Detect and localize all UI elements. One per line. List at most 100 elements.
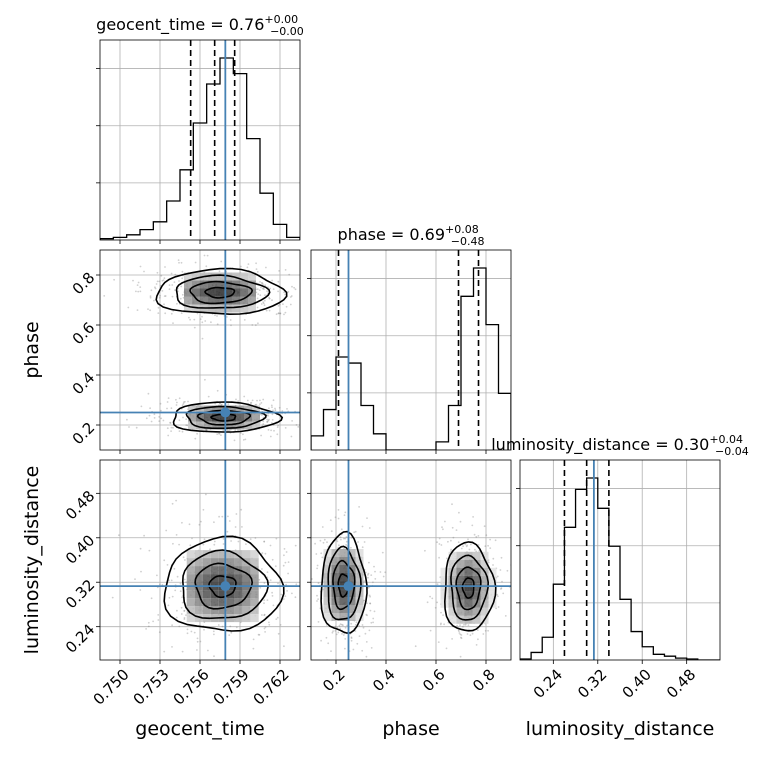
sample-point [263,540,266,543]
sample-point [164,312,167,315]
sample-point [159,583,161,586]
density-cell [226,598,235,607]
sample-point [321,526,324,528]
sample-point [334,516,337,519]
sample-point [384,571,387,574]
density-cell [347,549,356,557]
sample-point [270,404,273,407]
sample-point [338,544,340,547]
sample-point [136,284,139,286]
density-cell [480,575,489,584]
sample-point [203,628,205,631]
sample-point [186,632,189,635]
sample-point [330,530,333,533]
density-cell [355,549,364,557]
sample-point [363,580,366,582]
density-cell [252,421,260,430]
sample-point [370,647,373,649]
sample-point [278,406,281,409]
sample-point [147,392,150,395]
sample-point [471,632,474,635]
sample-point [162,419,165,422]
sample-point [341,633,343,635]
panel-frame-luminosity_distance [519,459,721,661]
sample-point [303,303,305,305]
sample-point [328,424,330,426]
sample-point [355,621,358,624]
sample-point [328,264,330,266]
sample-point [271,406,273,409]
sample-point [216,389,219,392]
sample-point [274,407,276,410]
sample-point [344,511,347,514]
density-cell [480,583,489,592]
sample-point [335,633,338,636]
sample-point [260,434,262,437]
density-cell [210,558,219,567]
sample-point [178,397,181,400]
density-cell [228,413,236,422]
density-cell [331,605,340,613]
density-cell [184,288,192,297]
sample-point [309,286,311,288]
sample-point [262,398,265,401]
sample-point [237,400,240,403]
sample-point [261,414,263,416]
sample-point [137,281,140,284]
sample-point [237,429,239,431]
density-cell [218,566,227,575]
sample-point [277,424,279,427]
sample-point [436,601,438,604]
sample-point [459,633,462,636]
sample-point [193,631,196,634]
density-cell [236,405,244,414]
sample-point [467,538,469,541]
histogram-geocent_time [100,57,300,240]
sample-point [179,582,182,585]
sample-point [277,304,280,307]
contour-level-0 [320,530,368,634]
sample-point [178,261,180,264]
density-cell [192,280,200,289]
sample-point [175,404,178,406]
sample-point [134,578,136,580]
sample-point [458,630,460,632]
sample-point [261,568,263,570]
sample-point [429,595,431,598]
sample-point [196,312,199,315]
sample-point [291,592,293,595]
x-tick-label: 0.24 [530,666,566,702]
sample-point [263,602,265,605]
pair-panel-geocent_time-luminosity_distance [100,460,319,660]
y-tick-label: 0.32 [62,576,98,612]
sample-point [168,596,171,599]
sample-point [459,655,462,658]
density-cell [323,581,332,589]
sample-point [294,544,297,547]
density-cell [200,288,208,297]
sample-point [317,554,319,556]
sample-point [451,526,454,529]
density-cell [355,573,364,581]
y-tick-label: 0.40 [62,531,98,567]
sample-point [266,571,269,574]
density-cell [250,606,259,615]
sample-point [451,503,453,506]
sample-point [277,312,280,314]
sample-point [180,613,183,615]
sample-point [198,523,201,526]
sample-point [434,606,437,609]
marginal-title-phase: phase = 0.69+0.08 −0.48 [338,223,485,248]
sample-point [300,624,302,626]
density-cell [218,550,227,559]
sample-point [373,565,375,568]
density-cell [464,607,473,616]
density-cell [248,304,256,313]
sample-point [309,256,311,258]
sample-point [466,544,468,547]
sample-point [317,582,320,584]
contour-level-0 [155,267,288,316]
sample-point [458,511,460,514]
sample-point [171,595,174,598]
density-cell [192,304,200,313]
